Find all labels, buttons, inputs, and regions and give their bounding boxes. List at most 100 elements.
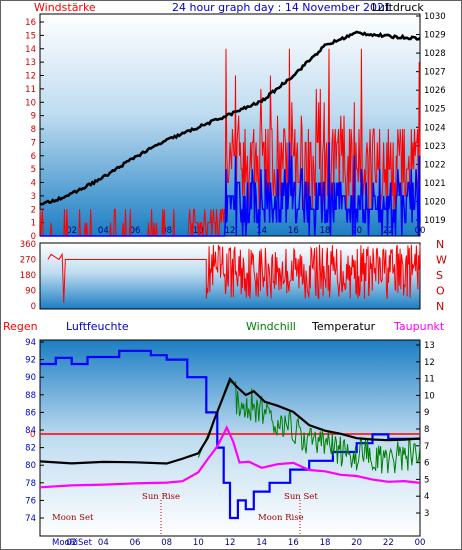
panel3-data	[39, 349, 421, 520]
wind-tick-label: 16	[25, 18, 36, 28]
temperature-tick-label: 4	[424, 492, 429, 502]
wind-tick-label: 2	[31, 205, 36, 215]
temperature-series	[39, 376, 421, 465]
humidity-tick-label: 82	[25, 444, 36, 454]
windchill-series	[197, 380, 421, 474]
humidity-label: Luftfeuchte	[66, 320, 129, 333]
panel3-left-axis: 94 92 90 88 86 84 82 80 78 76 74	[25, 338, 44, 524]
x-tick-label: 14	[256, 538, 267, 548]
wind-tick-label: 12	[25, 72, 36, 82]
x-tick-label: 12	[225, 538, 236, 548]
temperature-tick-label: 5	[424, 475, 429, 485]
wind-tick-label: 9	[31, 112, 36, 122]
x-tick-label: 00	[415, 538, 426, 548]
temperature-tick-label: 12	[424, 358, 435, 368]
x-tick-label: 04	[98, 538, 109, 548]
x-tick-label: 08	[161, 226, 172, 236]
temperature-tick-label: 3	[424, 509, 429, 519]
temperature-tick-label: 10	[424, 391, 435, 401]
pressure-tick-label: 1030	[424, 12, 446, 22]
wind-tick-label: 13	[25, 58, 36, 68]
pressure-tick-label: 1020	[424, 197, 446, 207]
temperature-tick-label: 8	[424, 425, 429, 435]
humidity-tick-label: 78	[25, 479, 36, 489]
wind-tick-label: 0	[31, 232, 36, 242]
direction-letter: N	[436, 300, 444, 313]
x-tick-label: 22	[383, 538, 394, 548]
humidity-tick-label: 84	[25, 426, 36, 436]
rain-label: Regen	[3, 320, 38, 333]
moonrise-annotation: Moon Rise	[258, 513, 304, 523]
wind-tick-label: 1	[31, 219, 36, 229]
pressure-tick-label: 1027	[424, 68, 446, 78]
direction-tick-label: 0	[31, 302, 36, 312]
pressure-tick-label: 1019	[424, 216, 446, 226]
wind-tick-label: 6	[31, 152, 36, 162]
x-tick-label: 14	[256, 226, 267, 236]
wind-tick-label: 11	[25, 85, 36, 95]
wind-avg-series	[40, 142, 421, 237]
wind-tick-label: 10	[25, 98, 36, 108]
temperature-tick-label: 9	[424, 408, 429, 418]
wind-tick-label: 3	[31, 192, 36, 202]
temperature-tick-label: 11	[424, 375, 435, 385]
wind-tick-label: 5	[31, 165, 36, 175]
pressure-tick-label: 1023	[424, 142, 446, 152]
x-tick-label: 22	[383, 226, 394, 236]
direction-letter: S	[436, 269, 443, 282]
x-tick-label: 02	[66, 538, 77, 548]
humidity-tick-label: 88	[25, 391, 36, 401]
temperature-tick-label: 7	[424, 442, 429, 452]
x-tick-label: 04	[98, 226, 109, 236]
x-tick-label: 18	[320, 226, 331, 236]
humidity-tick-label: 92	[25, 356, 36, 366]
x-tick-label: 06	[130, 226, 141, 236]
x-tick-label: 12	[225, 226, 236, 236]
pressure-series	[40, 30, 421, 206]
pressure-tick-label: 1024	[424, 123, 446, 133]
direction-letter: N	[436, 238, 444, 251]
panel3-right-axis: 13 12 11 10 9 8 7 6 5 4 3	[416, 341, 435, 519]
x-tick-label: 00	[415, 226, 426, 236]
wind-tick-label: 7	[31, 138, 36, 148]
moon-bottom-label: MooRiSet	[52, 538, 93, 548]
moonset-annotation: Moon Set	[52, 513, 94, 523]
wind-tick-label: 15	[25, 31, 36, 41]
direction-tick-label: 270	[20, 256, 36, 266]
rain-value: 0	[30, 430, 35, 440]
x-tick-label: 08	[161, 538, 172, 548]
panel1-right-axis: 1030 1029 1028 1027 1026 1025 1024 1023 1022 1021…	[416, 12, 446, 226]
humidity-tick-label: 90	[25, 373, 36, 383]
temperature-tick-label: 13	[424, 341, 435, 351]
x-tick-label: 16	[288, 226, 299, 236]
panel2-data	[47, 244, 421, 303]
windchill-label: Windchill	[246, 320, 296, 333]
dewpoint-series	[39, 425, 421, 489]
pressure-tick-label: 1025	[424, 105, 446, 115]
humidity-tick-label: 76	[25, 496, 36, 506]
wind-tick-label: 8	[31, 125, 36, 135]
temperature-label: Temperatur	[311, 320, 376, 333]
temperature-tick-label: 6	[424, 459, 429, 469]
wind-speed-label: Windstärke	[34, 1, 96, 14]
direction-letter: O	[436, 285, 445, 298]
humidity-tick-label: 86	[25, 408, 36, 418]
direction-tick-label: 360	[20, 240, 36, 250]
chart-title: 24 hour graph day : 14 November 2021	[172, 1, 391, 14]
x-tick-label: 02	[66, 226, 77, 236]
pressure-tick-label: 1026	[424, 86, 446, 96]
wind-direction-series	[47, 244, 421, 303]
pressure-tick-label: 1022	[424, 160, 446, 170]
sunrise-annotation: Sun Rise	[142, 492, 180, 502]
direction-tick-label: 180	[20, 271, 36, 281]
x-tick-label: 18	[320, 538, 331, 548]
humidity-tick-label: 80	[25, 461, 36, 471]
humidity-tick-label: 74	[25, 514, 36, 524]
sunset-annotation: Sun Set	[284, 492, 318, 502]
panel2-plot	[39, 242, 421, 310]
x-tick-label: 16	[288, 538, 299, 548]
x-tick-label: 10	[193, 538, 204, 548]
pressure-label: Luftdruck	[372, 1, 424, 14]
x-tick-label: 06	[130, 538, 141, 548]
